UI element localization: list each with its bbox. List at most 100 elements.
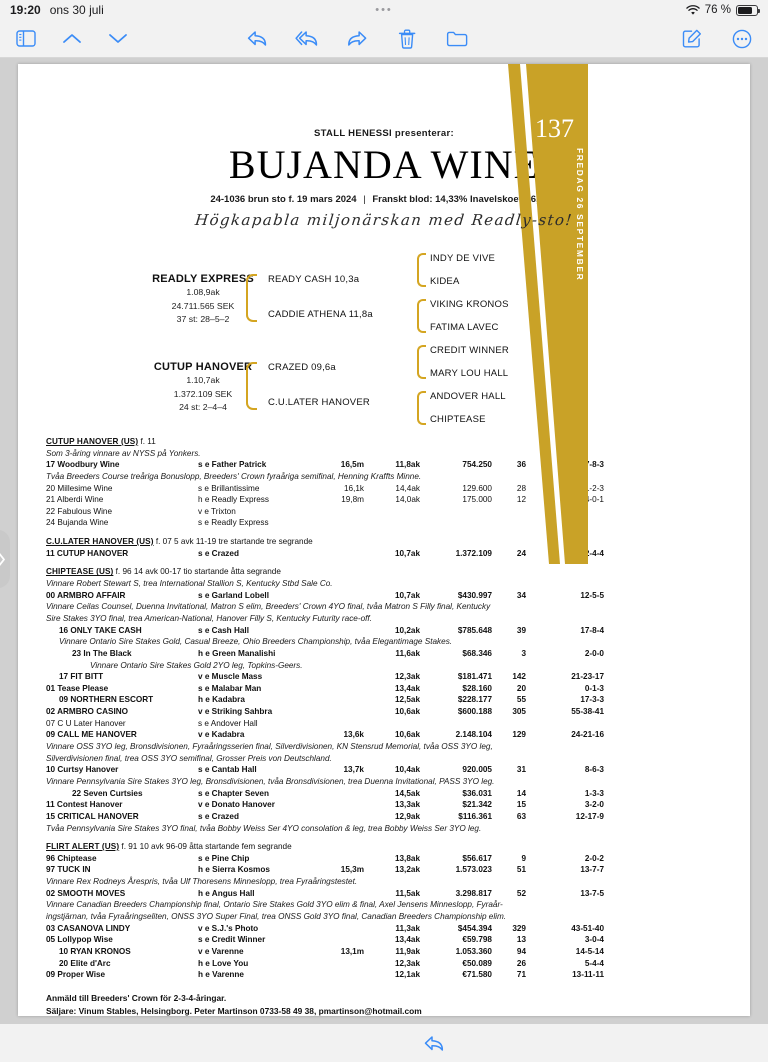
offspring-placings: 5-4-4 <box>526 958 604 970</box>
offspring-sire: s e Garland Lobell <box>198 590 316 602</box>
offspring-record: 14,0ak <box>364 494 420 506</box>
offspring-placings: 13-7-7 <box>526 864 604 876</box>
offspring-sire: v e Striking Sahbra <box>198 706 316 718</box>
offspring-placings: 3-0-4 <box>526 934 604 946</box>
reply-all-icon[interactable] <box>295 27 319 51</box>
offspring-placings: 2-4-4 <box>526 548 604 560</box>
offspring-record: 11,3ak <box>364 923 420 935</box>
offspring-km <box>316 548 364 560</box>
offspring-note: Silverdivisionen final, trea OSS 3YO sem… <box>46 753 728 765</box>
offspring-km <box>316 788 364 800</box>
offspring-placings: 14-5-14 <box>526 946 604 958</box>
offspring-earnings: $228.177 <box>420 694 492 706</box>
sidebar-drawer-handle[interactable] <box>0 530 10 588</box>
offspring-name: 02 SMOOTH MOVES <box>46 888 198 900</box>
offspring-km: 13,7k <box>316 764 364 776</box>
offspring-sire: s e Crazed <box>198 548 316 560</box>
offspring-starts: 55 <box>492 694 526 706</box>
battery-icon <box>736 5 758 16</box>
offspring-record: 11,6ak <box>364 648 420 660</box>
chevron-down-icon[interactable] <box>106 27 130 51</box>
folder-icon[interactable] <box>445 27 469 51</box>
offspring-note: Vinnare Pennsylvania Sire Stakes 3YO leg… <box>46 776 728 788</box>
offspring-placings: 55-38-41 <box>526 706 604 718</box>
family-note: Vinnare Robert Stewart S, trea Internati… <box>46 578 728 590</box>
banner-date: FREDAG 26 SEPTEMBER <box>575 148 585 281</box>
offspring-name: 09 NORTHERN ESCORT <box>59 694 198 706</box>
offspring-name: 09 CALL ME HANOVER <box>46 729 198 741</box>
offspring-km: 16,1k <box>316 483 364 495</box>
offspring-name: 17 Woodbury Wine <box>46 459 198 471</box>
more-icon[interactable] <box>730 27 754 51</box>
offspring-name: 03 CASANOVA LINDY <box>46 923 198 935</box>
pedigree-g2-dam-dam: C.U.LATER HANOVER <box>268 397 370 408</box>
offspring-record: 12,9ak <box>364 811 420 823</box>
page-title: BUJANDA WINE <box>18 145 750 185</box>
offspring-sire: h e Varenne <box>198 969 316 981</box>
offspring-starts: 9 <box>492 853 526 865</box>
offspring-sire: s e Credit Winner <box>198 934 316 946</box>
offspring-record <box>364 718 420 730</box>
mail-toolbar <box>0 20 768 58</box>
pedigree-g2-sire-sire: READY CASH 10,3a <box>268 274 359 285</box>
offspring-sire: h e Sierra Kosmos <box>198 864 316 876</box>
subtitle-line: 24-1036 brun sto f. 19 mars 2024 | Frans… <box>18 194 750 205</box>
offspring-starts: 15 <box>492 799 526 811</box>
clock: 19:20 <box>10 3 41 17</box>
offspring-sire: h e Love You <box>198 958 316 970</box>
offspring-record: 11,8ak <box>364 459 420 471</box>
pedigree-g3-5: CREDIT WINNER <box>430 345 509 356</box>
offspring-sire: s e Pine Chip <box>198 853 316 865</box>
reply-icon[interactable] <box>422 1031 446 1055</box>
reply-icon[interactable] <box>245 27 269 51</box>
pdf-viewport[interactable]: 137 FREDAG 26 SEPTEMBER STALL HENESSI pr… <box>0 58 768 1024</box>
offspring-km <box>316 648 364 660</box>
offspring-name: 22 Fabulous Wine <box>46 506 198 518</box>
offspring-record: 12,3ak <box>364 671 420 683</box>
offspring-sire: s e Cantab Hall <box>198 764 316 776</box>
pedigree-g3-6: MARY LOU HALL <box>430 368 508 379</box>
offspring-note: Vinnare OSS 3YO leg, Bronsdivisionen, Fy… <box>46 741 728 753</box>
sidebar-toggle-icon[interactable] <box>14 27 38 51</box>
forward-icon[interactable] <box>345 27 369 51</box>
offspring-sire: v e Trixton <box>198 506 316 518</box>
pedigree-g2-sire-dam: CADDIE ATHENA 11,8a <box>268 309 373 320</box>
offspring-note: ingstjärnan, tvåa Fyraåringseliten, ONSS… <box>46 911 728 923</box>
brace-dam <box>246 362 257 410</box>
offspring-starts: 36 <box>492 459 526 471</box>
offspring-earnings: $454.394 <box>420 923 492 935</box>
offspring-km <box>316 625 364 637</box>
offspring-placings: 13-11-11 <box>526 969 604 981</box>
status-right: 76 % <box>686 4 758 16</box>
offspring-km <box>316 683 364 695</box>
offspring-km: 19,8m <box>316 494 364 506</box>
offspring-placings: 2-0-2 <box>526 853 604 865</box>
offspring-starts: 129 <box>492 729 526 741</box>
chevron-up-icon[interactable] <box>60 27 84 51</box>
offspring-starts <box>492 517 526 529</box>
trash-icon[interactable] <box>395 27 419 51</box>
offspring-record: 13,3ak <box>364 799 420 811</box>
offspring-earnings: 129.600 <box>420 483 492 495</box>
offspring-name: 20 Elite d'Arc <box>59 958 198 970</box>
offspring-placings: 13-7-5 <box>526 888 604 900</box>
compose-icon[interactable] <box>680 27 704 51</box>
offspring-earnings: $68.346 <box>420 648 492 660</box>
offspring-starts: 51 <box>492 864 526 876</box>
offspring-starts: 12 <box>492 494 526 506</box>
offspring-placings: 43-51-40 <box>526 923 604 935</box>
offspring-record: 12,5ak <box>364 694 420 706</box>
handwritten-note: Högkapabla miljonärskan med Readly-sto! <box>18 211 750 229</box>
pedigree-g3-4: FATIMA LAVEC <box>430 322 499 333</box>
presenter-line: STALL HENESSI presenterar: <box>18 128 750 139</box>
